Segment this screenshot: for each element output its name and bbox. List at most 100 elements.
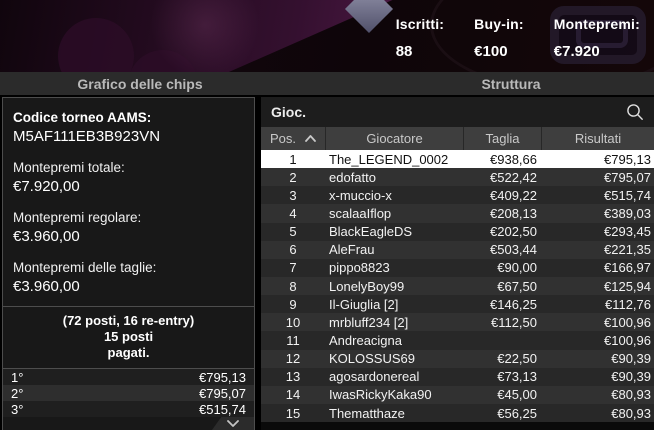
club-suit-icon [128,50,198,72]
results-table-header: Pos. Giocatore Taglia Risultati [261,127,654,150]
header-art-machine [550,6,646,64]
chevron-down-icon [227,420,239,427]
cell-player: Andreacigna [329,332,402,348]
column-header-taglia[interactable]: Taglia [463,127,541,150]
expand-payouts-button[interactable] [212,417,254,430]
cell-result: €166,97 [604,260,651,276]
cell-player: mrbluff234 [2] [329,314,409,330]
player-search-bar [261,97,654,127]
table-row[interactable]: 12 KOLOSSUS69 €22,50 €90,39 [261,349,654,368]
stat-label: Buy-in: [474,16,524,32]
column-header-taglia-label: Taglia [485,131,520,146]
cell-result: €293,45 [604,224,651,240]
payout-row: 2° €795,07 [3,385,254,401]
cell-player: The_LEGEND_0002 [329,151,449,167]
table-row[interactable]: 5 BlackEagleDS €202,50 €293,45 [261,222,654,241]
cell-player: x-muccio-x [329,187,392,203]
column-header-risultati-label: Risultati [574,131,622,146]
cell-taglia: €90,00 [497,260,537,276]
table-row[interactable]: 15 Thematthaze €56,25 €80,93 [261,403,654,423]
prize-field-label: Montepremi totale: [13,160,125,175]
cell-position: 7 [289,260,297,276]
cell-result: €515,74 [604,187,651,203]
table-row[interactable]: 4 scalaaIflop €208,13 €389,03 [261,204,654,223]
cell-result: €100,96 [604,332,651,348]
cell-taglia: €503,44 [490,242,537,258]
cell-taglia: €67,50 [497,278,537,294]
cell-position: 14 [285,387,301,403]
cell-result: €90,39 [611,351,651,367]
stat-label: Montepremi: [553,16,640,32]
cell-taglia: €208,13 [490,205,537,221]
cell-result: €125,94 [604,278,651,294]
diamond-suit-icon [344,0,394,34]
table-row[interactable]: 11 Andreacigna €100,96 [261,331,654,350]
prize-field-value: €3.960,00 [13,278,80,295]
cell-taglia: €202,50 [490,224,537,240]
cell-player: LonelyBoy99 [329,278,405,294]
search-icon[interactable] [625,102,645,122]
cell-taglia: €522,42 [490,169,537,185]
tab-chips-graph[interactable]: Grafico delle chips [77,75,203,92]
panel-info: Codice torneo AAMS: M5AF111EB3B923VN Mon… [3,98,254,295]
tournament-info-panel: Codice torneo AAMS: M5AF111EB3B923VN Mon… [2,97,255,430]
bottom-filler [261,422,654,430]
cell-result: €389,03 [604,205,651,221]
cell-position: 12 [285,351,301,367]
cell-position: 1 [289,151,297,167]
stat-value: 88 [395,43,413,60]
stat-column: Montepremi: €7.920 [554,0,640,72]
stat-column: Buy-in: €100 [474,0,524,72]
entries-summary: (72 posti, 16 re-entry) 15 posti pagati. [3,306,254,368]
prize-field-value: €7.920,00 [13,178,80,195]
cell-taglia: €146,25 [490,296,537,312]
column-header-risultati[interactable]: Risultati [541,127,654,150]
cell-player: edofatto [329,169,376,185]
cell-result: €795,07 [604,169,651,185]
stat-value: €100 [474,43,508,60]
cell-taglia: €112,50 [490,314,537,330]
table-row[interactable]: 3 x-muccio-x €409,22 €515,74 [261,186,654,205]
table-row[interactable]: 8 LonelyBoy99 €67,50 €125,94 [261,276,654,296]
main-content: Codice torneo AAMS: M5AF111EB3B923VN Mon… [0,95,654,430]
table-row[interactable]: 6 AleFrau €503,44 €221,35 [261,240,654,259]
tournament-header: Iscritti: 88 Buy-in: €100 Montepremi: €7… [0,0,654,72]
table-row[interactable]: 1 The_LEGEND_0002 €938,66 €795,13 [261,150,654,169]
cell-taglia: €56,25 [497,405,537,421]
table-row[interactable]: 9 Il-Giuglia [2] €146,25 €112,76 [261,295,654,314]
club-suit-icon [58,18,134,72]
stat-column: Iscritti: 88 [396,0,444,72]
entries-summary-line: 15 posti [103,329,154,344]
cell-player: Thematthaze [329,405,405,421]
column-header-player[interactable]: Giocatore [325,127,463,150]
payout-amount: €795,13 [199,369,246,385]
cell-taglia: €409,22 [490,187,537,203]
header-art-machine-detail [576,20,628,48]
column-header-player-label: Giocatore [366,131,423,146]
player-search-input[interactable] [261,104,625,120]
cell-position: 2 [289,169,297,185]
cell-player: Il-Giuglia [2] [329,296,399,312]
prize-field: Montepremi regolare: €3.960,00 [13,210,244,245]
tab-structure[interactable]: Struttura [481,75,541,92]
table-row[interactable]: 14 IwasRickyKaka90 €45,00 €80,93 [261,385,654,404]
cell-player: agosardonereal [329,369,420,385]
table-row[interactable]: 13 agosardonereal €73,13 €90,39 [261,367,654,386]
cell-position: 8 [289,278,297,294]
table-row[interactable]: 10 mrbluff234 [2] €112,50 €100,96 [261,313,654,332]
cell-position: 3 [289,187,297,203]
column-header-pos[interactable]: Pos. [261,127,325,150]
cell-player: KOLOSSUS69 [329,351,415,367]
cell-taglia: €45,00 [497,387,537,403]
header-stats: Iscritti: 88 Buy-in: €100 Montepremi: €7… [396,0,640,72]
cell-position: 6 [289,242,297,258]
tab-bar: Grafico delle chips Struttura [0,72,654,95]
cell-player: pippo8823 [329,260,390,276]
cell-result: €100,96 [604,314,651,330]
payout-expander-strip [3,417,254,430]
payout-amount: €515,74 [199,401,246,417]
table-row[interactable]: 2 edofatto €522,42 €795,07 [261,168,654,187]
table-row[interactable]: 7 pippo8823 €90,00 €166,97 [261,258,654,277]
column-header-pos-label: Pos. [269,131,296,146]
